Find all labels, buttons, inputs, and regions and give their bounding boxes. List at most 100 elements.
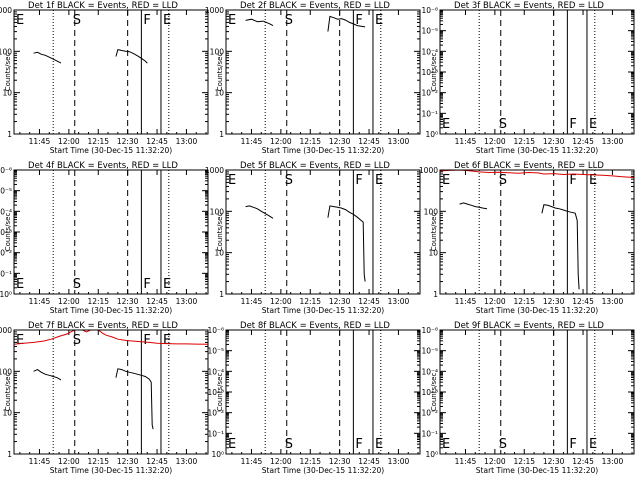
y-axis-label: Counts/sec	[216, 53, 224, 92]
y-tick-label: 10⁻²	[0, 249, 12, 258]
marker-label-E-start: E	[16, 333, 24, 348]
y-axis-label: Counts/sec	[430, 53, 438, 92]
detector-panel-3: Det 3f BLACK = Events, RED = LLD Counts/s…	[421, 1, 635, 155]
x-tick-label: 12:30	[117, 137, 139, 146]
marker-label-E-start: E	[442, 117, 450, 132]
lld-series-segment-1	[13, 329, 209, 345]
y-tick-label: 1	[219, 130, 224, 139]
plot-frame	[225, 169, 421, 295]
marker-label-E-start: E	[228, 13, 236, 28]
x-tick-label: 12:15	[87, 297, 109, 306]
events-series-segment-2	[327, 15, 366, 32]
events-series-segment-1	[245, 18, 274, 27]
detector-panel-9: Det 9f BLACK = Events, RED = LLD Counts/s…	[421, 321, 635, 475]
x-tick-label: 12:30	[117, 457, 139, 466]
marker-label-E-end: E	[163, 13, 171, 28]
y-tick-label: 10⁻⁵	[0, 187, 12, 196]
x-tick-label: 12:45	[358, 297, 380, 306]
y-tick-label: 1000	[205, 166, 224, 175]
y-tick-label: 10⁻⁴	[207, 367, 224, 376]
plot-frame	[13, 9, 209, 135]
y-tick-label: 100	[424, 207, 439, 216]
panel-title: Det 6f BLACK = Events, RED = LLD	[454, 161, 604, 171]
x-tick-label: 12:00	[484, 457, 506, 466]
y-tick-label: 10⁻²	[421, 409, 438, 418]
marker-label-S: S	[499, 173, 507, 188]
y-tick-label: 10⁻²	[207, 409, 224, 418]
y-tick-label: 1000	[205, 6, 224, 15]
y-axis-label: Counts/sec	[430, 373, 438, 412]
x-tick-label: 12:45	[146, 457, 168, 466]
marker-label-S: S	[73, 13, 81, 28]
y-tick-label: 100	[210, 207, 225, 216]
x-tick-label: 12:00	[270, 137, 292, 146]
events-series-segment-2	[115, 368, 154, 430]
marker-label-E-start: E	[228, 437, 236, 452]
detector-panel-8: Det 8f BLACK = Events, RED = LLD Counts/s…	[207, 321, 421, 475]
events-series-segment-2	[541, 204, 580, 290]
lld-series-segment-1	[439, 169, 635, 178]
x-tick-label: 11:45	[241, 297, 263, 306]
marker-label-E-end: E	[375, 437, 383, 452]
y-tick-label: 100	[0, 47, 12, 56]
plot-frame	[13, 329, 209, 455]
marker-label-S: S	[73, 277, 81, 292]
y-axis-label: Counts/sec	[4, 53, 12, 92]
marker-label-E-end: E	[589, 173, 597, 188]
x-tick-label: 12:15	[87, 457, 109, 466]
marker-label-S: S	[499, 117, 507, 132]
detector-panel-2: Det 2f BLACK = Events, RED = LLD Counts/s…	[205, 1, 421, 155]
marker-label-E-start: E	[16, 13, 24, 28]
x-tick-label: 12:00	[58, 137, 80, 146]
y-tick-label: 10⁻³	[421, 68, 438, 77]
y-tick-label: 10	[2, 89, 12, 98]
x-tick-label: 12:15	[299, 297, 321, 306]
y-tick-label: 1	[7, 450, 12, 459]
panel-title: Det 2f BLACK = Events, RED = LLD	[240, 1, 390, 11]
y-tick-label: 10⁰	[425, 450, 438, 459]
x-tick-label: 13:00	[176, 137, 198, 146]
x-tick-label: 11:45	[29, 457, 51, 466]
y-tick-label: 1000	[0, 326, 12, 335]
x-tick-label: 13:00	[388, 297, 410, 306]
x-tick-label: 12:15	[513, 297, 535, 306]
marker-label-E-start: E	[442, 173, 450, 188]
marker-label-E-start: E	[16, 277, 24, 292]
marker-label-E-end: E	[589, 117, 597, 132]
x-tick-label: 12:45	[146, 137, 168, 146]
x-tick-label: 12:45	[572, 457, 594, 466]
panel-title: Det 5f BLACK = Events, RED = LLD	[240, 161, 390, 171]
y-tick-label: 1000	[419, 166, 438, 175]
y-tick-label: 100	[210, 47, 225, 56]
y-tick-label: 10	[2, 409, 12, 418]
y-tick-label: 10⁻⁴	[421, 367, 438, 376]
y-tick-label: 1	[7, 130, 12, 139]
x-axis-label: Start Time (30-Dec-15 11:32:20)	[262, 146, 384, 155]
y-tick-label: 10	[428, 249, 438, 258]
y-tick-label: 10⁰	[211, 450, 224, 459]
y-tick-label: 10⁻²	[421, 89, 438, 98]
marker-label-F: F	[143, 333, 150, 348]
marker-label-F: F	[355, 13, 362, 28]
marker-label-F: F	[355, 437, 362, 452]
x-tick-label: 13:00	[602, 457, 624, 466]
y-axis-label: Counts/sec	[216, 373, 224, 412]
plot-frame	[439, 9, 635, 135]
marker-label-S: S	[285, 13, 293, 28]
x-tick-label: 13:00	[176, 297, 198, 306]
y-tick-label: 10⁻⁵	[421, 347, 438, 356]
x-axis-label: Start Time (30-Dec-15 11:32:20)	[476, 306, 598, 315]
x-tick-label: 12:30	[329, 297, 351, 306]
x-tick-label: 12:45	[572, 297, 594, 306]
plot-frame	[439, 329, 635, 455]
marker-label-E-end: E	[375, 173, 383, 188]
y-tick-label: 10⁻³	[207, 388, 224, 397]
events-series-segment-2	[327, 205, 366, 282]
x-tick-label: 12:15	[513, 457, 535, 466]
detector-panel-1: Det 1f BLACK = Events, RED = LLD Counts/s…	[0, 1, 209, 155]
x-tick-label: 11:45	[241, 137, 263, 146]
y-tick-label: 10⁻³	[421, 388, 438, 397]
marker-label-S: S	[285, 173, 293, 188]
y-tick-label: 10⁻¹	[421, 109, 438, 118]
